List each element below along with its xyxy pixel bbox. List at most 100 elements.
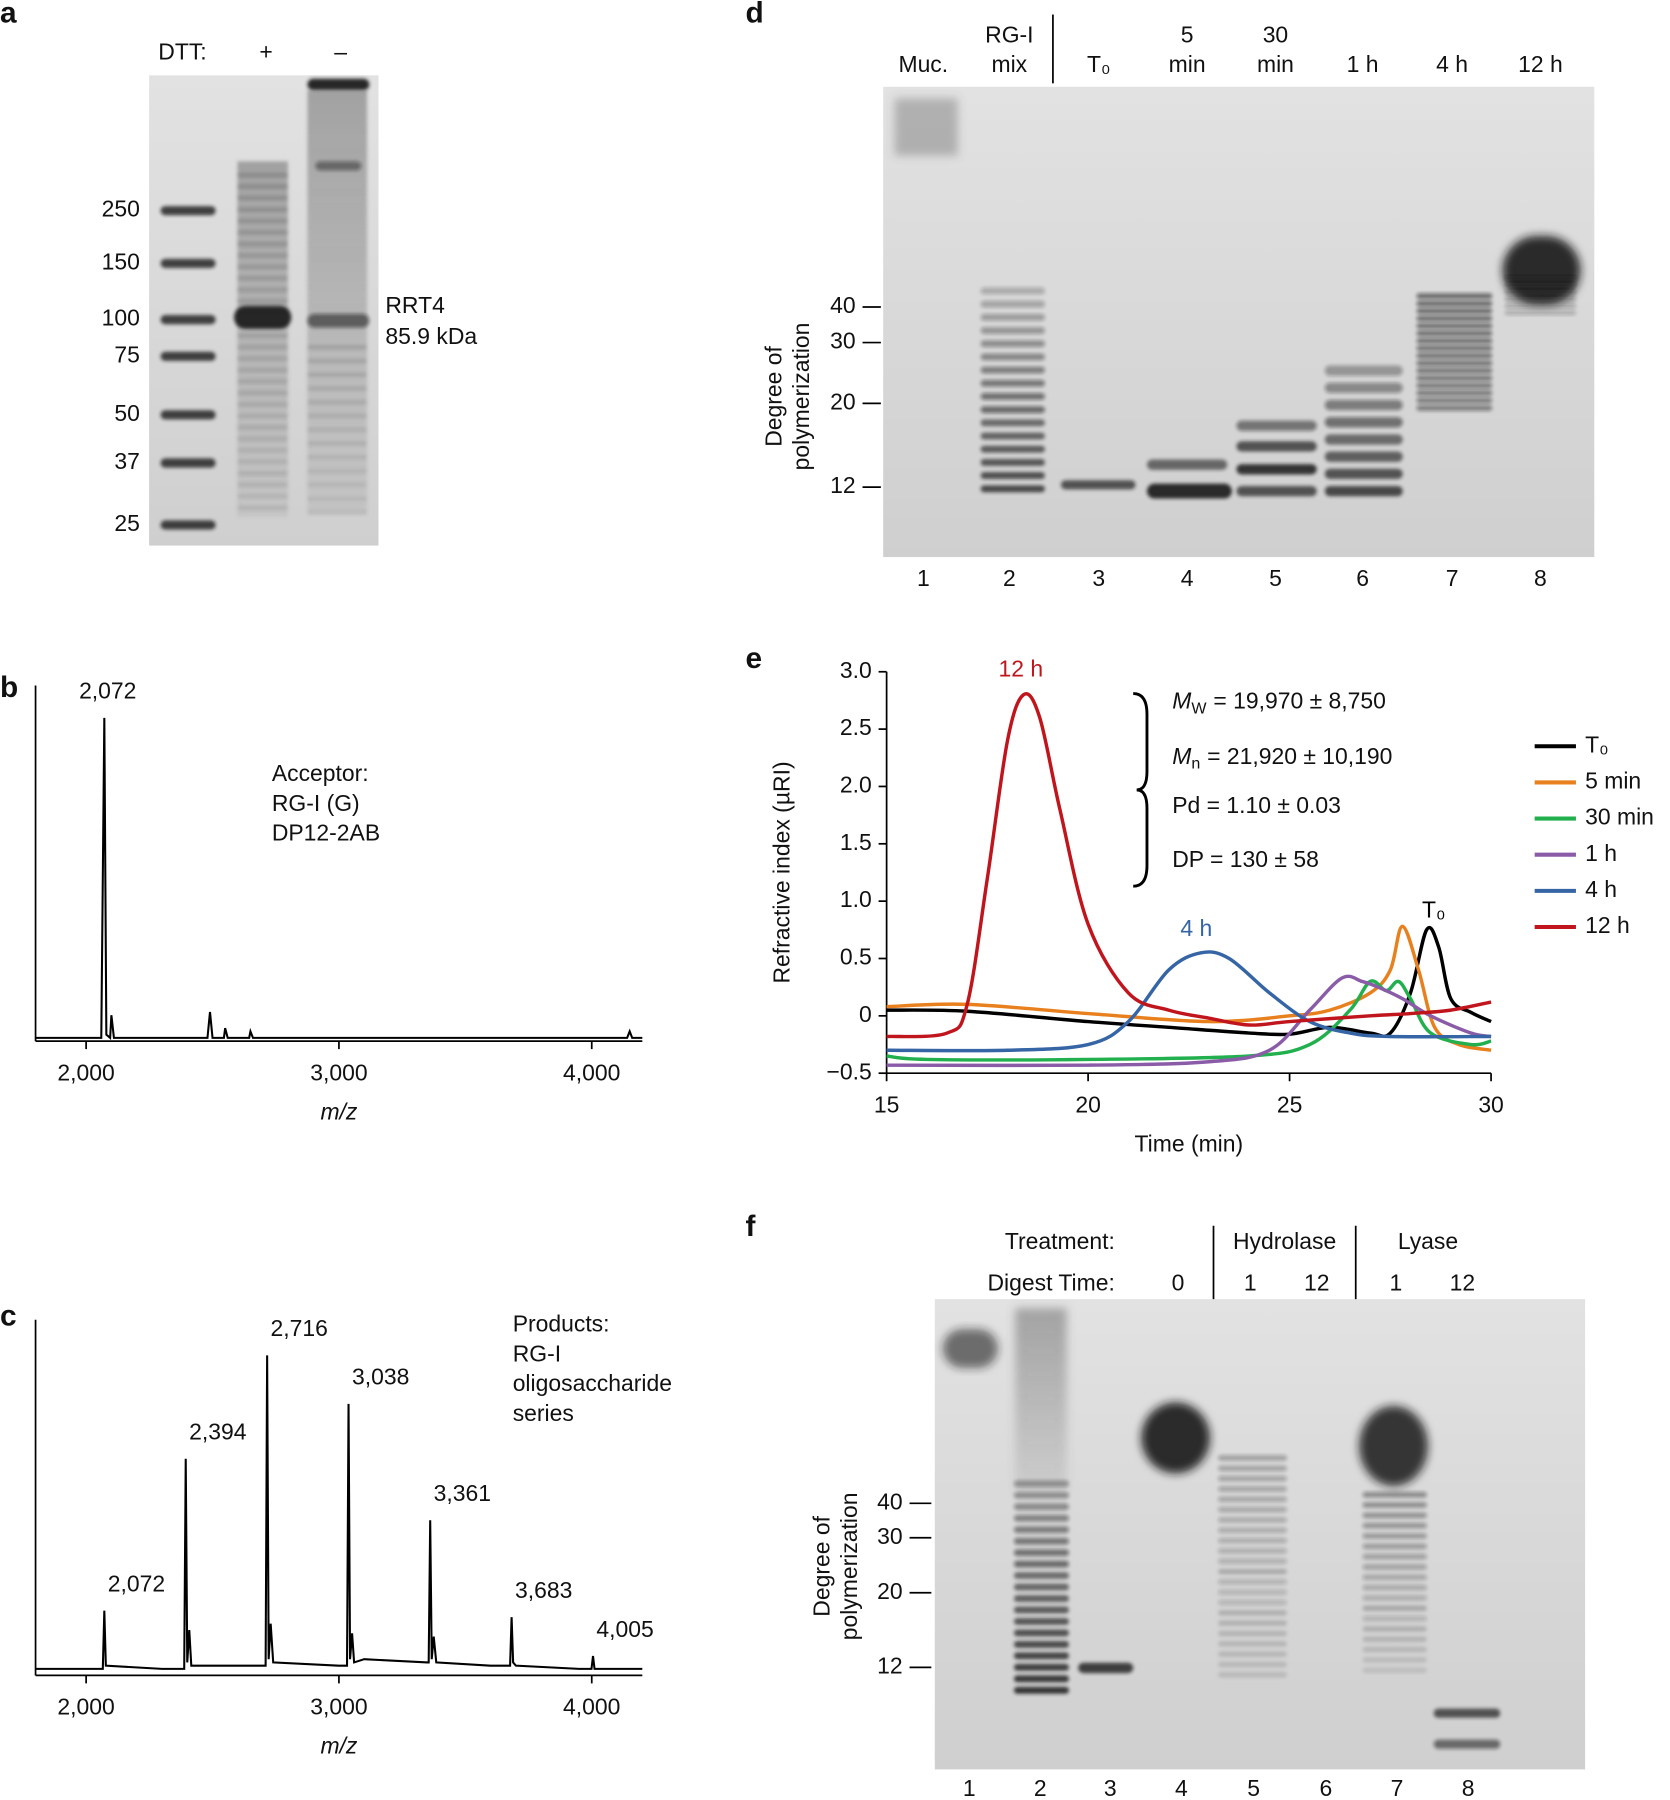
gel-band [237, 379, 288, 384]
gel-band [1416, 300, 1493, 307]
y-tick-label: 1.5 [840, 829, 872, 855]
gel-band [307, 454, 368, 460]
gel-band [237, 367, 288, 373]
gel-band [307, 441, 368, 446]
gel-band [160, 458, 216, 468]
gel-band [980, 485, 1045, 493]
dp-tick-label: 20 [877, 1578, 903, 1604]
gel-band [1013, 1514, 1069, 1522]
gel-band [1416, 382, 1493, 389]
gel-band [1236, 485, 1317, 497]
gel-band [1416, 367, 1493, 374]
gel-band [1504, 296, 1576, 302]
lane-number: 1 [963, 1775, 976, 1800]
digest-time: 1 [1244, 1269, 1257, 1295]
gel-band [1013, 1503, 1069, 1511]
gel-band [1362, 1491, 1427, 1498]
peak-label: 2,072 [108, 1571, 165, 1597]
gel-band [315, 161, 362, 171]
stat-value: = 21,920 ± 10,190 [1207, 743, 1392, 769]
y-tick-label: 0 [859, 1001, 872, 1027]
panel-label: b [0, 671, 18, 704]
note: oligosaccharide [513, 1370, 672, 1396]
gel-band [1324, 417, 1403, 428]
gel-band [1236, 464, 1317, 475]
gel-band [237, 471, 288, 476]
gel-band [980, 419, 1045, 427]
legend-label: 12 h [1585, 912, 1630, 938]
x-tick-label: 4,000 [563, 1694, 620, 1720]
gel-band [1060, 480, 1136, 490]
gel-band [237, 356, 288, 361]
gel-band [307, 468, 368, 474]
gel-band [307, 413, 368, 419]
digest-time: 12 [1304, 1269, 1330, 1295]
stat-symbol: DP = 130 ± 58 [1172, 846, 1319, 872]
gel-band [1359, 1405, 1428, 1487]
lane-header: 30 [1263, 21, 1289, 47]
gel-band [1218, 1475, 1287, 1482]
gel-band [1218, 1620, 1287, 1627]
gel-band [237, 241, 288, 247]
gel-band [1362, 1564, 1427, 1570]
gel-band [307, 372, 368, 377]
lane-number: 4 [1175, 1775, 1188, 1800]
curve-label: 4 h [1180, 915, 1212, 941]
note: Products: [513, 1311, 610, 1337]
legend-label: 4 h [1585, 876, 1617, 902]
panel-label: a [0, 0, 17, 29]
gel-band [1218, 1558, 1287, 1565]
lane-number: 8 [1462, 1775, 1475, 1800]
legend-label: 30 min [1585, 804, 1654, 830]
gel-smear [307, 90, 368, 515]
gel-band [1416, 352, 1493, 359]
gel-band [307, 482, 368, 488]
curve-label: 12 h [998, 656, 1043, 682]
gel-band [1013, 1549, 1069, 1557]
gel-band [1218, 1455, 1287, 1461]
stat: Mn = 21,920 ± 10,190 [1172, 743, 1392, 773]
gel-band [237, 436, 288, 442]
gel-band [1504, 303, 1576, 309]
lane-number: 5 [1247, 1775, 1260, 1800]
gel-band [237, 172, 288, 178]
gel-band [1362, 1522, 1427, 1529]
row-label: Treatment: [1005, 1228, 1115, 1254]
gel-band [1013, 1537, 1069, 1545]
dp-tick-label: 12 [830, 472, 856, 498]
gel-band [160, 351, 216, 361]
gel-band [160, 520, 216, 530]
gel-band [1218, 1506, 1287, 1513]
gel-band [980, 300, 1045, 308]
gel-band [1324, 365, 1403, 376]
gel-band [307, 313, 370, 328]
brace [1133, 692, 1149, 888]
band-label: 85.9 kDa [385, 323, 477, 349]
gel-band [1236, 441, 1317, 452]
gel-band [160, 410, 216, 420]
gel-band [1416, 397, 1493, 404]
gel-band [1504, 282, 1576, 288]
y-tick-label: 2.5 [840, 714, 872, 740]
gel-band [1416, 375, 1493, 381]
x-tick-label: 2,000 [57, 1694, 114, 1720]
x-axis-label: m/z [320, 1733, 357, 1759]
gel-band [233, 305, 292, 329]
gel-band [980, 432, 1045, 440]
gel-band [1416, 360, 1493, 367]
gel-band [980, 379, 1045, 387]
stat-subscript: W [1191, 700, 1207, 718]
x-tick-label: 4,000 [563, 1059, 620, 1085]
gel-band [1324, 382, 1403, 394]
gel-band [1013, 1595, 1069, 1602]
gel-band [980, 287, 1045, 295]
gel-band [1416, 315, 1493, 322]
x-tick-label: 3,000 [310, 1059, 367, 1085]
gel-band [1504, 276, 1576, 281]
dp-tick-label: 40 [877, 1488, 903, 1514]
gel-band [1013, 1526, 1069, 1534]
gel-band [980, 393, 1045, 400]
gel-band [307, 399, 368, 405]
gel-band [1218, 1527, 1287, 1534]
peak-label: 2,394 [189, 1419, 247, 1445]
